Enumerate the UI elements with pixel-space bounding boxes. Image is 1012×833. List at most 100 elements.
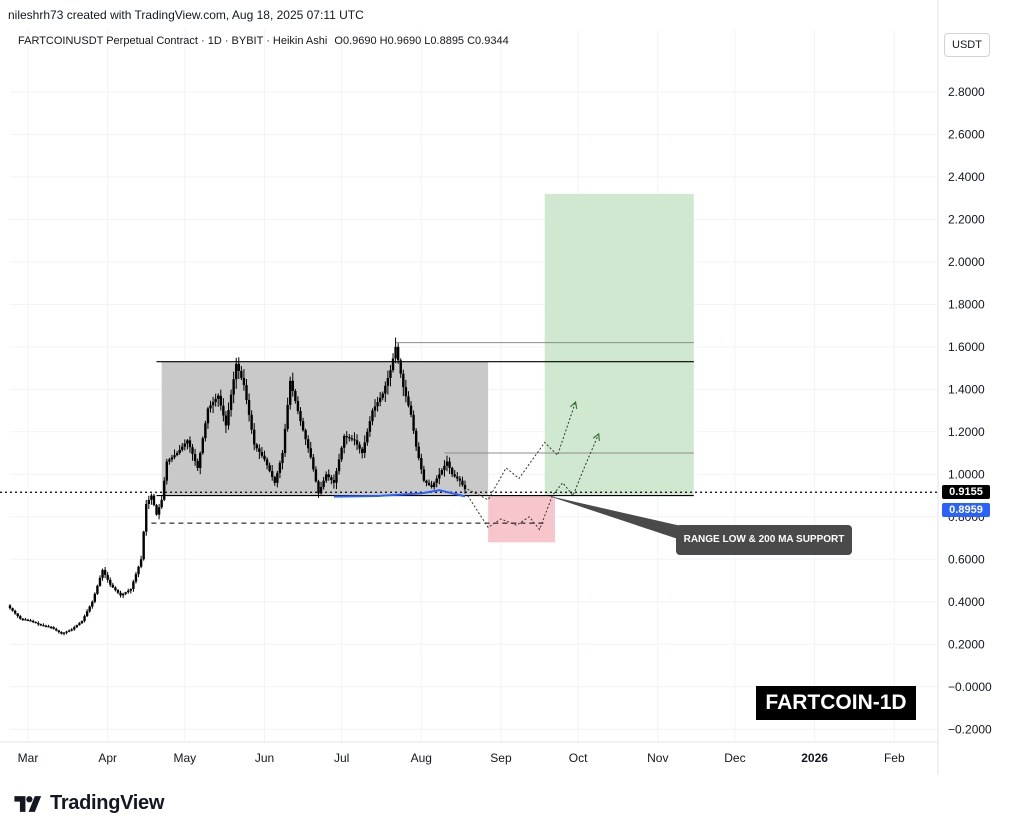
candle-body [384, 385, 387, 394]
candle-body [268, 465, 271, 472]
candle-body [422, 469, 426, 481]
y-tick-label: 2.2000 [948, 212, 985, 226]
candle-body [294, 390, 297, 401]
x-tick-label: Nov [647, 751, 668, 765]
candle-body [327, 474, 330, 478]
ma200-line [333, 489, 466, 498]
candle-body [409, 405, 413, 415]
candle-body [255, 444, 258, 449]
candle-body [240, 370, 243, 378]
candle-body [258, 448, 261, 452]
candle-body [440, 470, 444, 475]
candle-body [265, 459, 269, 466]
candle-body [163, 480, 166, 500]
candle-body [296, 401, 300, 412]
candle-body [235, 363, 238, 380]
candle-body [376, 402, 379, 407]
candle-body [247, 399, 251, 415]
candle-body [340, 447, 343, 460]
x-tick-label: Jul [334, 751, 349, 765]
candle-body [276, 472, 279, 483]
candle-body [430, 484, 433, 488]
candle-body [31, 620, 35, 623]
candle-body [42, 625, 45, 627]
projection-path-b [467, 433, 600, 531]
y-tick-label: 1.4000 [948, 382, 985, 396]
x-tick-label: Apr [98, 751, 117, 765]
candle-body [47, 626, 50, 628]
candle-body [335, 471, 338, 483]
last-price-tag: 0.9155 [942, 485, 990, 500]
candle-body [286, 404, 289, 429]
candle-body [178, 449, 181, 454]
candle-body [402, 373, 405, 388]
tradingview-icon [14, 795, 42, 812]
candle-body [204, 423, 207, 439]
candle-body [85, 611, 89, 617]
candle-body [232, 379, 235, 395]
candle-body [386, 377, 390, 386]
candle-body [309, 448, 312, 458]
candle-body [458, 478, 462, 481]
candle-body [250, 414, 253, 430]
candle-body [378, 397, 382, 403]
candle-body [322, 480, 325, 488]
x-tick-label: Oct [569, 751, 588, 765]
candle-body [134, 574, 138, 582]
candle-body [219, 395, 222, 406]
candle-body [453, 474, 456, 477]
candle-body [60, 632, 63, 634]
candle-body [396, 346, 400, 361]
candle-body [281, 453, 284, 463]
y-axis: 2.8000 2.6000 2.4000 2.2000 2.0000 1.8000 1.60… [948, 85, 992, 736]
candle-body [461, 480, 464, 485]
candle-body [391, 358, 395, 371]
candle-body [229, 394, 233, 411]
candle-body [314, 469, 318, 482]
candle-body [438, 474, 441, 479]
candle-body [121, 593, 125, 596]
candle-body [201, 438, 204, 454]
candle-body [147, 499, 151, 505]
author-credit: nileshrh73 created with TradingView.com,… [8, 8, 364, 22]
x-tick-label: Aug [411, 751, 432, 765]
candle-body [152, 495, 156, 506]
candle-body [317, 481, 320, 494]
candle-body [160, 499, 163, 508]
candle-body [139, 559, 143, 567]
candle-body [450, 467, 454, 475]
candle-body [456, 476, 459, 479]
candle-body [103, 569, 107, 575]
candle-body [301, 421, 305, 431]
candle-body [445, 461, 449, 466]
candle-body [319, 487, 323, 494]
candle-body [165, 461, 169, 481]
y-tick-label: 2.6000 [948, 127, 985, 141]
candle-body [417, 446, 420, 459]
candle-body [78, 623, 81, 626]
candle-body [278, 462, 282, 473]
projection-path-a [467, 401, 576, 501]
candle-body [116, 590, 120, 593]
candle-body [432, 482, 436, 488]
candle-body [448, 461, 451, 468]
symbol-legend: FARTCOINUSDT Perpetual Contract · 1D · B… [18, 35, 509, 47]
candle-body [37, 623, 40, 625]
candle-body [75, 625, 79, 628]
candle-body [124, 592, 127, 594]
x-tick-label: Jun [255, 751, 274, 765]
symbol-title: FARTCOINUSDT Perpetual Contract · 1D · B… [18, 35, 328, 47]
range-box [161, 361, 489, 496]
candle-body [260, 451, 264, 456]
tradingview-logo[interactable]: TradingView [10, 792, 164, 815]
candle-body [420, 458, 423, 470]
candle-body [271, 471, 274, 477]
candle-body [404, 387, 408, 397]
candle-body [111, 584, 115, 588]
candle-body [88, 606, 91, 612]
symbol-watermark: FARTCOIN-1D [756, 686, 916, 720]
currency-button[interactable]: USDT [944, 33, 990, 57]
candle-body [83, 616, 86, 621]
candle-body [348, 437, 351, 439]
